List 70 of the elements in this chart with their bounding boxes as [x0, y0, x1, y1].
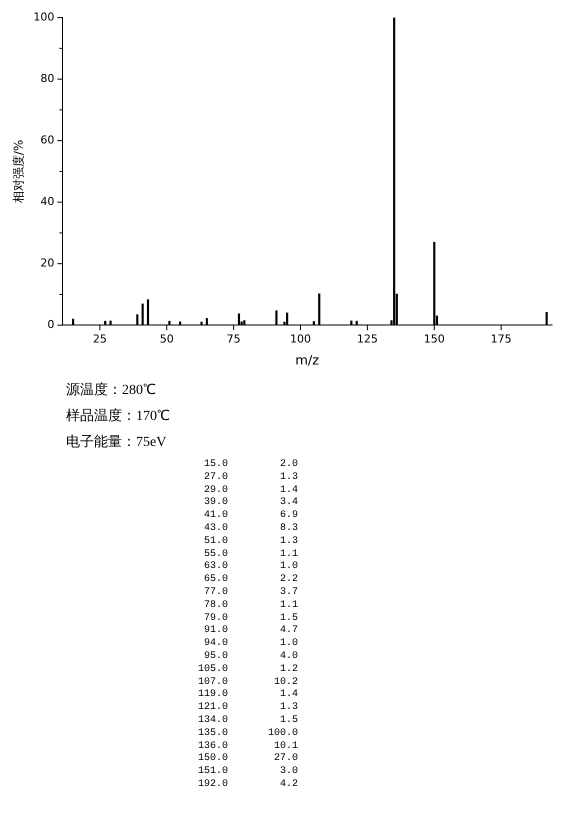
- text: 105.0: [196, 664, 228, 677]
- text: 1.3: [280, 702, 298, 714]
- text: 4.7: [280, 625, 298, 636]
- text: 119.0: [196, 689, 228, 702]
- text: 1.5: [280, 612, 298, 624]
- text: 电子能量：75eV: [66, 434, 168, 452]
- text: 样品温度：170℃: [66, 407, 171, 426]
- text: 3.4: [280, 497, 298, 508]
- text: 1.3: [280, 536, 298, 547]
- text: 27.0: [202, 472, 228, 485]
- x-tick-label: 25: [92, 332, 107, 346]
- text: 55.0: [202, 548, 228, 561]
- text: 1.0: [280, 561, 298, 572]
- y-tick-label: 0: [47, 318, 54, 332]
- text: 2.0: [280, 459, 298, 470]
- text: 78.0: [202, 600, 228, 613]
- text: 43.0: [202, 522, 228, 536]
- text: 51.0: [202, 536, 228, 549]
- y-tick-label: 100: [33, 10, 54, 24]
- text: 192.0: [196, 778, 228, 792]
- text: 4.0: [280, 650, 298, 662]
- text: 27.0: [274, 753, 298, 764]
- y-axis-title: 相对强度/%: [11, 140, 26, 204]
- text: 1.5: [280, 714, 298, 726]
- text: 6.9: [280, 510, 298, 522]
- text: 79.0: [202, 612, 228, 625]
- text: 4.2: [280, 778, 298, 790]
- text: 源温度：280℃: [66, 381, 157, 400]
- text: 41.0: [202, 510, 228, 523]
- text: 3.0: [280, 766, 298, 778]
- text: 1.1: [280, 548, 298, 560]
- text: 151.0: [196, 766, 228, 779]
- text: 1.0: [280, 638, 298, 650]
- y-tick-label: 20: [40, 256, 54, 270]
- text: 1.3: [280, 472, 298, 483]
- text: 2.2: [280, 574, 298, 586]
- y-tick-label: 80: [40, 72, 54, 85]
- text: 121.0: [196, 702, 228, 715]
- text: 15.0: [202, 459, 228, 472]
- text: 135.0: [196, 728, 228, 741]
- text: 91.0: [202, 625, 228, 638]
- text: 77.0: [202, 586, 228, 600]
- y-tick-label: 60: [40, 134, 54, 146]
- text: 1.1: [280, 600, 298, 611]
- text: 8.3: [280, 522, 298, 534]
- text: 63.0: [202, 561, 228, 574]
- text: 100.0: [268, 728, 298, 739]
- text: 39.0: [202, 497, 228, 510]
- x-tick-label: 150: [424, 332, 445, 346]
- text: 1.4: [280, 689, 298, 700]
- x-tick-label: 125: [356, 332, 378, 346]
- text: 150.0: [196, 753, 228, 766]
- text: 10.1: [274, 740, 298, 752]
- text: 136.0: [196, 740, 228, 753]
- text: 95.0: [202, 650, 228, 664]
- x-tick-label: 50: [160, 332, 174, 346]
- text: 65.0: [202, 574, 228, 587]
- text: 29.0: [202, 484, 228, 497]
- text: 107.0: [196, 676, 228, 689]
- text: 3.7: [280, 586, 298, 598]
- text: 1.2: [280, 664, 298, 675]
- text: 134.0: [196, 714, 228, 728]
- text: 94.0: [202, 638, 228, 651]
- x-tick-label: 100: [290, 332, 312, 346]
- x-axis-title: m/z: [295, 354, 320, 369]
- text: 1.4: [280, 484, 298, 496]
- text: 10.2: [274, 676, 298, 688]
- x-tick-label: 175: [490, 332, 512, 346]
- y-tick-label: 40: [40, 195, 54, 208]
- x-tick-label: 75: [226, 332, 241, 346]
